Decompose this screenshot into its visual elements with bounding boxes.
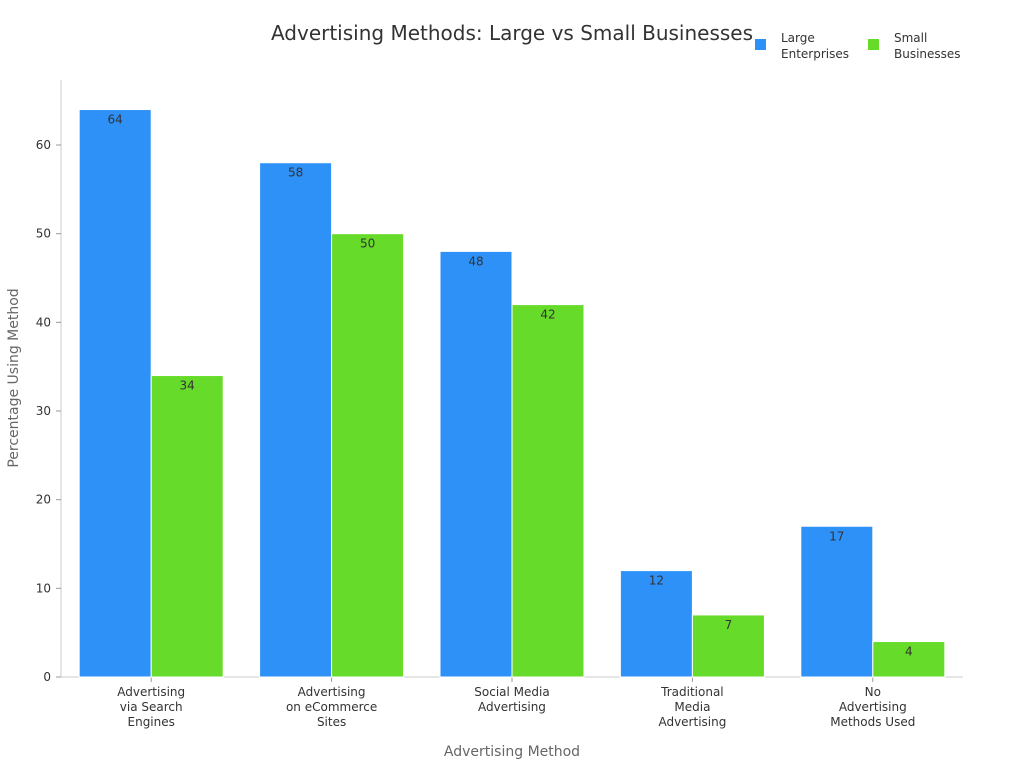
legend-label: Small Businesses: [894, 31, 961, 61]
bar-small: [691, 614, 765, 678]
y-tick-label: 50: [36, 227, 51, 241]
y-tick-label: 0: [43, 670, 51, 684]
x-tick-label: No Advertising Methods Used: [830, 685, 915, 729]
y-tick-label: 60: [36, 138, 51, 152]
bar-large: [439, 250, 513, 678]
bar-large: [800, 525, 874, 678]
data-label: 4: [905, 645, 913, 659]
bar-small: [150, 375, 224, 678]
bar-small: [511, 304, 585, 678]
legend-label: Large Enterprises: [781, 31, 849, 61]
data-label: 50: [360, 237, 375, 251]
bar-large: [619, 570, 693, 678]
x-axis-label: Advertising Method: [444, 744, 580, 760]
bar-small: [872, 641, 946, 678]
y-tick-label: 40: [36, 315, 51, 329]
y-axis-label: Percentage Using Method: [6, 288, 22, 467]
legend-swatch: [755, 39, 766, 50]
data-label: 64: [108, 113, 123, 127]
data-label: 48: [468, 254, 483, 268]
legend-swatch: [868, 39, 879, 50]
x-tick-label: Social Media Advertising: [474, 685, 549, 714]
x-tick-label: Advertising via Search Engines: [117, 685, 185, 729]
data-label: 7: [725, 618, 733, 632]
chart-title: Advertising Methods: Large vs Small Busi…: [271, 21, 753, 45]
bar-large: [78, 109, 152, 678]
data-label: 17: [829, 529, 844, 543]
data-label: 12: [649, 574, 664, 588]
bar-large: [259, 162, 333, 678]
x-tick-label: Advertising on eCommerce Sites: [286, 685, 377, 729]
y-tick-label: 30: [36, 404, 51, 418]
bar-small: [331, 233, 405, 678]
data-label: 42: [540, 308, 555, 322]
y-tick-label: 10: [36, 581, 51, 595]
x-tick-label: Traditional Media Advertising: [658, 685, 726, 729]
data-label: 34: [180, 379, 195, 393]
data-label: 58: [288, 166, 303, 180]
y-tick-label: 20: [36, 493, 51, 507]
